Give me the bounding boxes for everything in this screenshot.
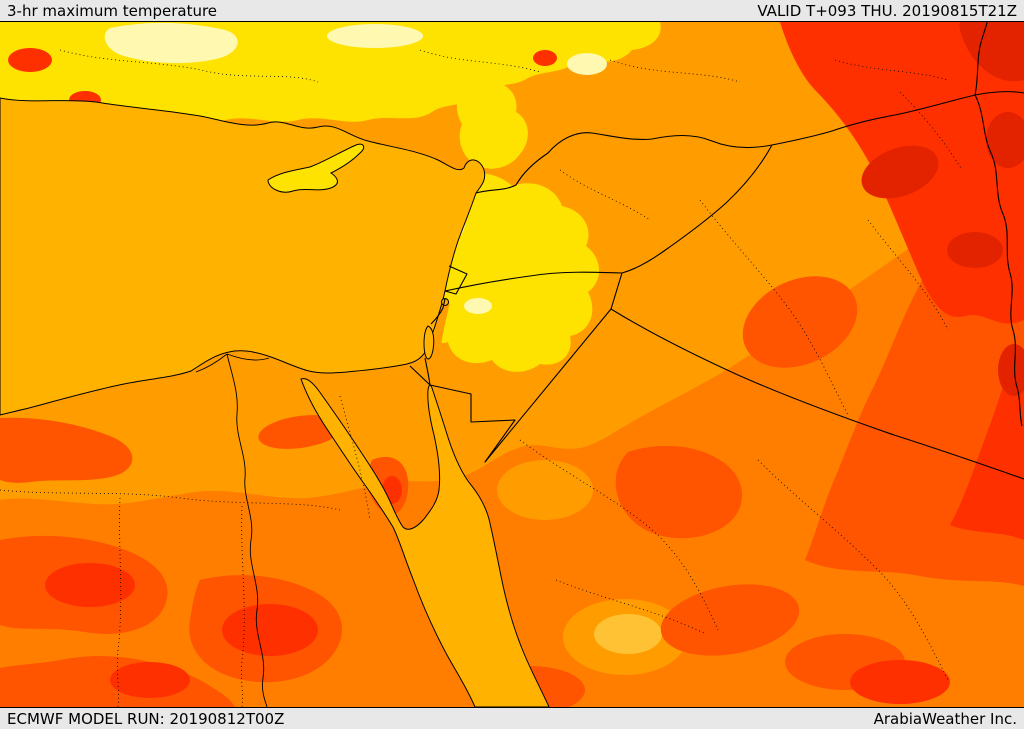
- border-lebanon: [444, 265, 468, 295]
- contour-orange-red: [615, 445, 743, 539]
- country-borders: [409, 22, 1024, 480]
- border-iraq-iran: [974, 94, 1023, 427]
- border-egypt-israel: [409, 365, 431, 386]
- admin-line: [609, 59, 741, 83]
- contour-dark-red: [861, 145, 939, 199]
- border-turkey-south: [475, 91, 1024, 194]
- border-israel-jordan-north: [430, 298, 446, 325]
- border-iraq-saudi: [610, 308, 1024, 480]
- nile-delta-branch: [195, 353, 228, 373]
- contour-orange-red: [742, 276, 858, 368]
- mediterranean-sea: [0, 97, 486, 416]
- temperature-map-canvas: [0, 22, 1024, 707]
- sea-of-galilee: [441, 298, 449, 306]
- admin-line: [519, 439, 719, 631]
- contour-dark-red: [986, 112, 1024, 168]
- contour-yellow-levant: [423, 172, 600, 372]
- valid-time-label: VALID T+093 THU. 20190815T21Z: [757, 1, 1017, 20]
- contour-yellow-tongue: [456, 79, 528, 169]
- provider-label: ArabiaWeather Inc.: [873, 709, 1017, 728]
- admin-line: [241, 505, 245, 707]
- red-sea: [300, 378, 550, 707]
- border-jordan-iraq: [610, 272, 623, 310]
- admin-line: [834, 59, 949, 81]
- contour-red: [110, 662, 190, 698]
- admin-line: [419, 49, 541, 73]
- contour-pale-yellow: [327, 24, 423, 48]
- contour-dark-red: [998, 344, 1024, 396]
- contour-light-patch: [497, 460, 593, 520]
- admin-line: [0, 489, 341, 511]
- contour-dark-red: [947, 232, 1003, 268]
- border-syria-iraq: [621, 144, 773, 274]
- contour-orange-red: [258, 415, 342, 449]
- cyprus-island: [267, 143, 365, 193]
- admin-line: [59, 49, 319, 83]
- border-israel-jordan-south: [424, 357, 431, 386]
- border-syria-jordan: [444, 271, 623, 292]
- contour-dark-red: [959, 22, 1024, 82]
- nile-river: [226, 353, 268, 707]
- admin-line: [699, 199, 849, 416]
- border-jordan-saudi: [429, 308, 612, 463]
- contour-red: [950, 350, 1024, 540]
- river-layer: [195, 353, 270, 707]
- contour-pale-yellow: [104, 22, 238, 64]
- contour-red: [850, 660, 950, 704]
- contour-orange-red: [660, 584, 800, 656]
- admin-line: [555, 579, 707, 635]
- contour-red: [45, 563, 135, 607]
- contour-deep-orange: [0, 170, 1024, 707]
- contour-red: [533, 50, 557, 66]
- contour-orange-red: [0, 417, 133, 483]
- admin-line: [867, 219, 949, 331]
- header-bar: 3-hr maximum temperature VALID T+093 THU…: [0, 0, 1024, 22]
- admin-boundaries: [0, 49, 963, 707]
- rift-valley-warm-strip: [426, 299, 450, 393]
- contour-red: [8, 48, 52, 72]
- contour-red: [222, 604, 318, 656]
- contour-light-patch: [594, 614, 662, 654]
- weather-map: [0, 22, 1024, 707]
- admin-line: [757, 459, 949, 681]
- dead-sea: [423, 325, 435, 360]
- contour-pale-yellow: [567, 53, 607, 75]
- model-run-label: ECMWF MODEL RUN: 20190812T00Z: [7, 709, 285, 728]
- map-title: 3-hr maximum temperature: [7, 1, 218, 20]
- temperature-fill-layer: [0, 22, 1024, 707]
- nile-delta-branch: [226, 353, 270, 361]
- contour-pale-yellow: [464, 298, 492, 314]
- footer-bar: ECMWF MODEL RUN: 20190812T00Z ArabiaWeat…: [0, 707, 1024, 729]
- border-turkey-iran: [974, 22, 988, 96]
- water-layer: [0, 97, 550, 707]
